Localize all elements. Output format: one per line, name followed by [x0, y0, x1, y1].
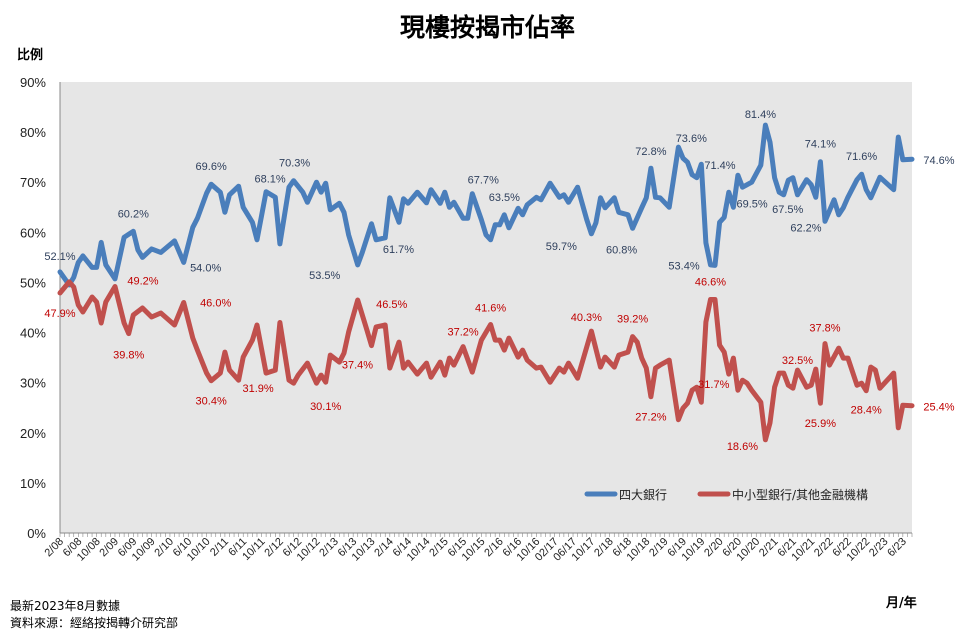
data-label: 53.4%: [668, 260, 699, 272]
data-label: 39.8%: [113, 350, 144, 362]
data-label: 30.1%: [310, 401, 341, 413]
y-tick-label: 60%: [20, 225, 46, 240]
data-label: 74.1%: [805, 139, 836, 151]
y-tick-label: 90%: [20, 75, 46, 90]
data-label: 40.3%: [571, 312, 602, 324]
data-label: 37.2%: [447, 327, 478, 339]
series-line-0: [57, 122, 915, 288]
data-label: 46.5%: [376, 299, 407, 311]
data-label: 49.2%: [127, 275, 158, 287]
y-tick-label: 70%: [20, 175, 46, 190]
data-source: 資料來源：經絡按揭轉介研究部: [10, 616, 179, 630]
data-label: 37.4%: [342, 360, 373, 372]
data-label: 74.6%: [923, 155, 954, 167]
x-tick-label: 2/08: [42, 536, 66, 560]
x-tick-label: 2/19: [647, 536, 671, 560]
data-label: 53.5%: [309, 270, 340, 282]
x-tick-label: 2/11: [208, 536, 231, 559]
data-label: 69.5%: [736, 199, 767, 211]
x-tick-label: 2/14: [372, 536, 396, 560]
x-tick-label: 2/13: [317, 536, 341, 560]
x-tick-label: 2/16: [482, 536, 506, 560]
data-label: 46.6%: [695, 276, 726, 288]
data-label: 18.6%: [727, 441, 758, 453]
data-label: 62.2%: [790, 222, 821, 234]
data-label: 30.4%: [196, 396, 227, 408]
x-tick-label: 6/23: [885, 536, 909, 560]
data-label: 73.6%: [676, 133, 707, 145]
data-label: 67.7%: [468, 175, 499, 187]
chart-title: 現樓按揭市佔率: [399, 13, 575, 42]
data-label: 31.7%: [698, 379, 729, 391]
x-tick-label: 2/22: [812, 536, 836, 560]
data-label: 81.4%: [745, 109, 776, 121]
y-tick-label: 80%: [20, 125, 46, 140]
data-label: 41.6%: [475, 303, 506, 315]
series-line-1: [57, 279, 915, 443]
x-tick-label: 2/20: [702, 536, 726, 560]
data-label: 59.7%: [546, 241, 577, 253]
data-label: 27.2%: [635, 412, 666, 424]
data-label: 61.7%: [383, 244, 414, 256]
legend-label-1: 中小型銀行/其他金融機構: [732, 487, 868, 502]
legend-label-0: 四大銀行: [619, 488, 667, 502]
x-tick-label: 2/18: [592, 536, 616, 560]
x-tick-label: 2/21: [757, 536, 781, 560]
data-label: 69.6%: [196, 161, 227, 173]
data-label: 47.9%: [44, 308, 75, 320]
x-tick-label: 2/23: [867, 536, 891, 560]
y-tick-label: 40%: [20, 326, 46, 341]
x-tick-label: 2/10: [152, 536, 176, 560]
y-axis-label: 比例: [17, 48, 44, 63]
data-label: 60.8%: [606, 244, 637, 256]
data-label: 60.2%: [118, 208, 149, 220]
data-label: 52.1%: [44, 251, 75, 263]
data-label: 39.2%: [617, 314, 648, 326]
data-label: 31.9%: [243, 383, 274, 395]
y-tick-label: 0%: [27, 526, 46, 541]
x-axis-label: 月/年: [886, 596, 917, 611]
y-tick-label: 20%: [20, 426, 46, 441]
data-label: 54.0%: [190, 262, 221, 274]
data-label: 71.6%: [846, 151, 877, 163]
data-label: 25.4%: [923, 402, 954, 414]
data-label: 28.4%: [851, 405, 882, 417]
y-tick-label: 10%: [20, 476, 46, 491]
data-label: 72.8%: [635, 146, 666, 158]
data-label: 46.0%: [200, 297, 231, 309]
x-tick-label: 2/15: [427, 536, 451, 560]
data-label: 71.4%: [704, 160, 735, 172]
data-label: 68.1%: [255, 174, 286, 186]
data-label: 32.5%: [782, 355, 813, 367]
data-label: 37.8%: [809, 323, 840, 335]
y-tick-label: 50%: [20, 275, 46, 290]
data-label: 25.9%: [805, 418, 836, 430]
data-label: 70.3%: [279, 158, 310, 170]
data-label: 63.5%: [489, 192, 520, 204]
x-tick-label: 2/12: [262, 536, 286, 560]
x-tick-label: 2/09: [97, 536, 121, 560]
y-tick-label: 30%: [20, 376, 46, 391]
data-note: 最新2023年8月數據: [10, 599, 121, 613]
data-label: 67.5%: [772, 204, 803, 216]
